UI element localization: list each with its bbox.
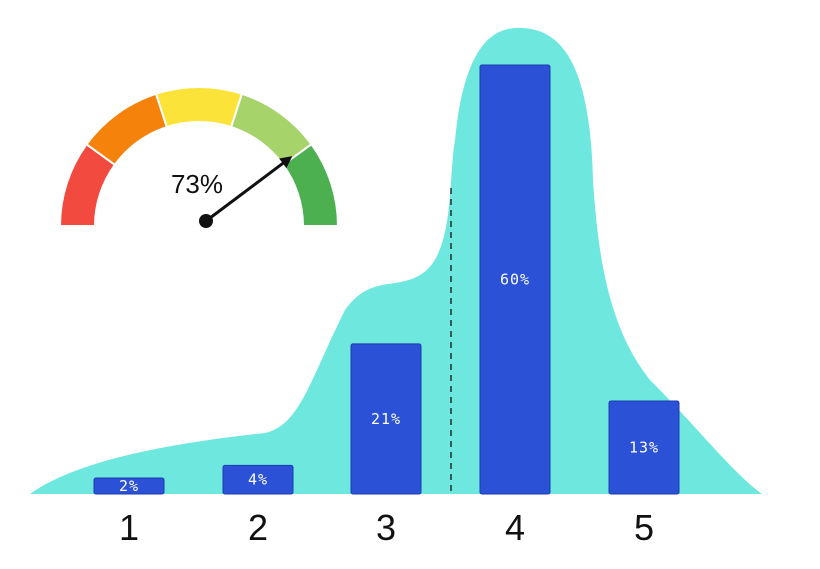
category-label: 1 (119, 507, 139, 548)
distribution-area (30, 27, 762, 494)
bar-value-label: 4% (248, 471, 268, 489)
bar-value-label: 13% (629, 439, 659, 457)
bar-3 (350, 343, 422, 495)
gauge: 73% (58, 86, 340, 228)
gauge-segment (281, 142, 340, 227)
gauge-needle-head (279, 156, 293, 169)
gauge-segments (58, 86, 340, 227)
gauge-needle (205, 160, 286, 223)
category-label: 3 (376, 507, 396, 548)
bar-2 (222, 464, 294, 495)
gauge-segment (154, 86, 244, 129)
bar-4 (479, 64, 551, 495)
bar-value-label: 21% (371, 410, 401, 428)
category-label: 5 (634, 507, 654, 548)
bars-layer: 2% 1 4% 2 21% 3 60% 4 13% 5 (93, 64, 680, 548)
bar-value-label: 60% (500, 271, 530, 289)
gauge-segment (85, 92, 169, 167)
bar-5 (608, 400, 680, 495)
bar-value-label: 2% (119, 477, 139, 495)
category-label: 2 (248, 507, 268, 548)
bar-1 (93, 477, 165, 495)
category-label: 4 (505, 507, 525, 548)
gauge-hub (199, 214, 213, 228)
gauge-value-label: 73% (171, 169, 223, 199)
